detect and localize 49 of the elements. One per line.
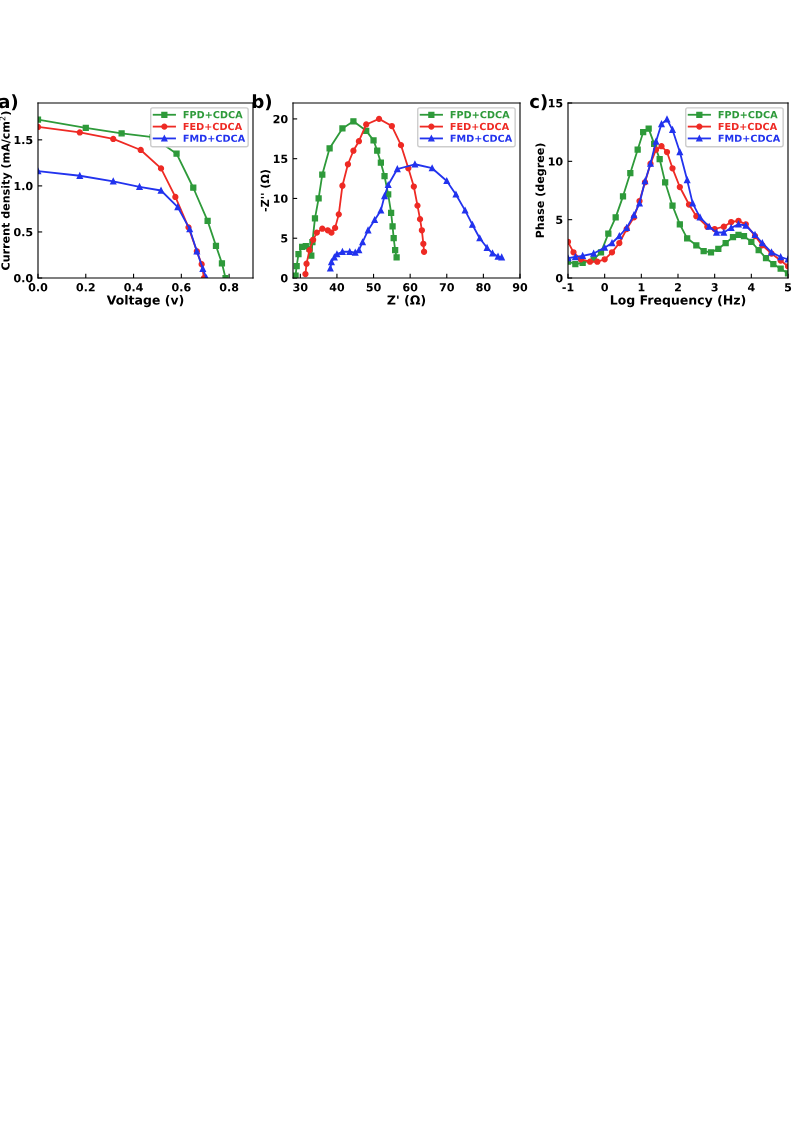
y-axis-title: Phase (degree) — [535, 143, 547, 238]
legend-label: FMD+CDCA — [450, 134, 513, 142]
y-tick-label: 10 — [273, 194, 288, 203]
x-tick-label: 70 — [439, 283, 454, 292]
x-axis-title: Z' (Ω) — [387, 295, 426, 307]
x-tick-label: 1 — [638, 283, 645, 292]
x-tick-label: 0.0 — [28, 283, 48, 292]
y-tick-label: 20 — [273, 114, 288, 124]
legend-label: FED+CDCA — [183, 122, 243, 131]
x-tick-label: 5 — [784, 283, 792, 292]
x-tick-label: 0.8 — [219, 283, 239, 292]
x-tick-label: 0 — [601, 283, 608, 292]
y-axis-title: -Z'' (Ω) — [260, 169, 271, 212]
annotation: b) — [252, 94, 272, 111]
x-tick-label: 4 — [747, 283, 755, 292]
legend-label: FED+CDCA — [718, 122, 778, 131]
y-tick-label: 10 — [548, 157, 563, 166]
legend-label: FMD+CDCA — [718, 134, 781, 142]
y-tick-label: 15 — [548, 99, 563, 108]
y-tick-label: 1.0 — [14, 181, 33, 191]
x-tick-label: 50 — [366, 283, 381, 292]
y-tick-label: 0 — [555, 273, 563, 283]
y-axis-title: Current density (mA/cm$^{2}$) — [0, 111, 12, 270]
y-tick-label: 0.0 — [13, 273, 33, 283]
x-tick-label: -1 — [562, 283, 574, 292]
y-tick-label: 0.5 — [13, 227, 33, 237]
x-tick-label: 0.6 — [172, 283, 191, 292]
legend-label: FED+CDCA — [450, 122, 510, 131]
y-tick-label: 1.5 — [14, 135, 33, 145]
y-tick-label: 5 — [556, 215, 563, 225]
x-tick-label: 90 — [512, 283, 528, 292]
x-axis-title: Voltage (v) — [106, 295, 184, 308]
legend-label: FPD+CDCA — [183, 110, 243, 119]
x-tick-label: 0.2 — [76, 283, 95, 292]
legend-label: FPD+CDCA — [450, 110, 510, 119]
legend-label: FPD+CDCA — [718, 110, 778, 119]
x-tick-label: 40 — [329, 283, 345, 292]
y-tick-label: 0 — [280, 273, 288, 283]
x-tick-label: 80 — [476, 283, 491, 292]
x-tick-label: 0.4 — [124, 283, 143, 292]
y-tick-label: 15 — [273, 154, 288, 164]
x-tick-label: 3 — [711, 283, 718, 292]
legend-label: FMD+CDCA — [183, 134, 246, 142]
x-axis-title: Log Frequency (Hz) — [610, 295, 746, 308]
x-tick-label: 60 — [403, 283, 418, 292]
x-tick-label: 30 — [293, 283, 308, 292]
text: c) — [530, 94, 547, 111]
x-tick-label: 2 — [675, 283, 681, 292]
y-tick-label: 5 — [281, 234, 288, 243]
